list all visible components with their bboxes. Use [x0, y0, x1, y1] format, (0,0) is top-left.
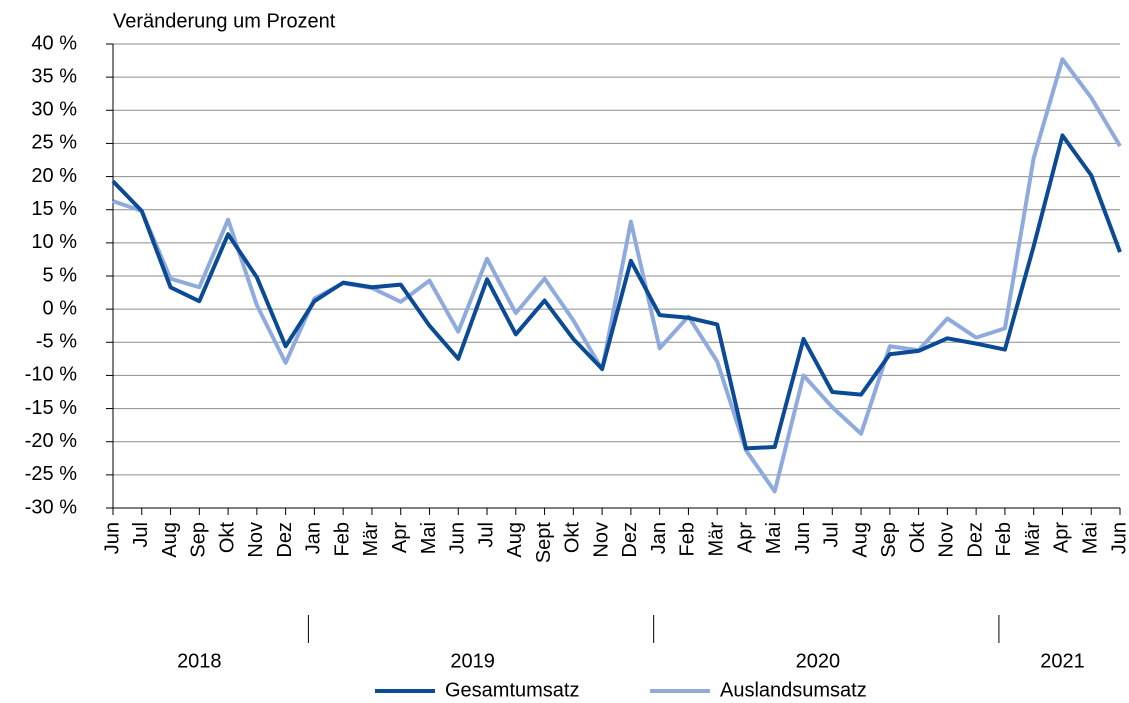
x-tick-label: Apr	[1051, 522, 1073, 553]
x-tick-label: Jun	[792, 522, 814, 554]
legend-label: Auslandsumsatz	[720, 679, 867, 701]
x-tick-label: Jun	[101, 522, 123, 554]
x-tick-label: Jun	[1108, 522, 1129, 554]
x-tick-label: Dez	[274, 522, 296, 558]
series-line	[111, 133, 1122, 451]
x-tick-label: Okt	[907, 522, 929, 554]
x-tick-label: Dez	[619, 522, 641, 558]
x-tick-label: Jul	[821, 522, 843, 548]
y-tick-label: -25 %	[25, 463, 77, 485]
x-tick-label: Apr	[389, 522, 411, 553]
group-label: 2021	[1040, 650, 1085, 672]
y-tick-label: -20 %	[25, 430, 77, 452]
x-tick-label: Jan	[303, 522, 325, 554]
x-tick-label: Okt	[562, 522, 584, 554]
group-label: 2018	[177, 650, 222, 672]
chart-title: Veränderung um Prozent	[113, 10, 336, 32]
y-tick-label: 20 %	[31, 165, 77, 187]
y-tick-label: -15 %	[25, 397, 77, 419]
x-tick-label: Aug	[504, 522, 526, 558]
y-tick-label: 30 %	[31, 99, 77, 121]
x-tick-label: Mai	[763, 522, 785, 554]
x-tick-label: Sep	[878, 522, 900, 558]
y-tick-label: 40 %	[31, 32, 77, 54]
x-tick-label: Mär	[1022, 522, 1044, 557]
x-tick-label: Mär	[705, 522, 727, 557]
y-tick-label: 5 %	[43, 264, 78, 286]
x-tick-label: Aug	[159, 522, 181, 558]
group-label: 2020	[796, 650, 841, 672]
x-tick-label: Mai	[1080, 522, 1102, 554]
x-tick-label: Feb	[993, 522, 1015, 556]
y-tick-label: 35 %	[31, 65, 77, 87]
x-tick-label: Sept	[533, 522, 555, 564]
x-tick-label: Nov	[936, 522, 958, 558]
x-tick-label: Jul	[475, 522, 497, 548]
x-tick-label: Mär	[360, 522, 382, 557]
x-tick-label: Nov	[590, 522, 612, 558]
y-tick-label: 25 %	[31, 132, 77, 154]
x-tick-label: Sep	[188, 522, 210, 558]
x-tick-label: Okt	[216, 522, 238, 554]
series-line	[112, 57, 1122, 494]
y-tick-label: 15 %	[31, 198, 77, 220]
legend-label: Gesamtumsatz	[445, 679, 579, 701]
x-tick-label: Dez	[964, 522, 986, 558]
x-tick-label: Aug	[849, 522, 871, 558]
y-tick-label: 0 %	[43, 297, 78, 319]
x-tick-label: Feb	[677, 522, 699, 556]
x-tick-label: Jul	[130, 522, 152, 548]
y-tick-label: -30 %	[25, 496, 77, 518]
y-tick-label: 10 %	[31, 231, 77, 253]
x-tick-label: Feb	[331, 522, 353, 556]
group-label: 2019	[450, 650, 495, 672]
x-tick-label: Nov	[245, 522, 267, 558]
y-tick-label: -5 %	[36, 331, 77, 353]
x-tick-label: Mai	[418, 522, 440, 554]
x-tick-label: Jan	[648, 522, 670, 554]
x-tick-label: Jun	[447, 522, 469, 554]
x-tick-label: Apr	[734, 522, 756, 553]
y-tick-label: -10 %	[25, 364, 77, 386]
